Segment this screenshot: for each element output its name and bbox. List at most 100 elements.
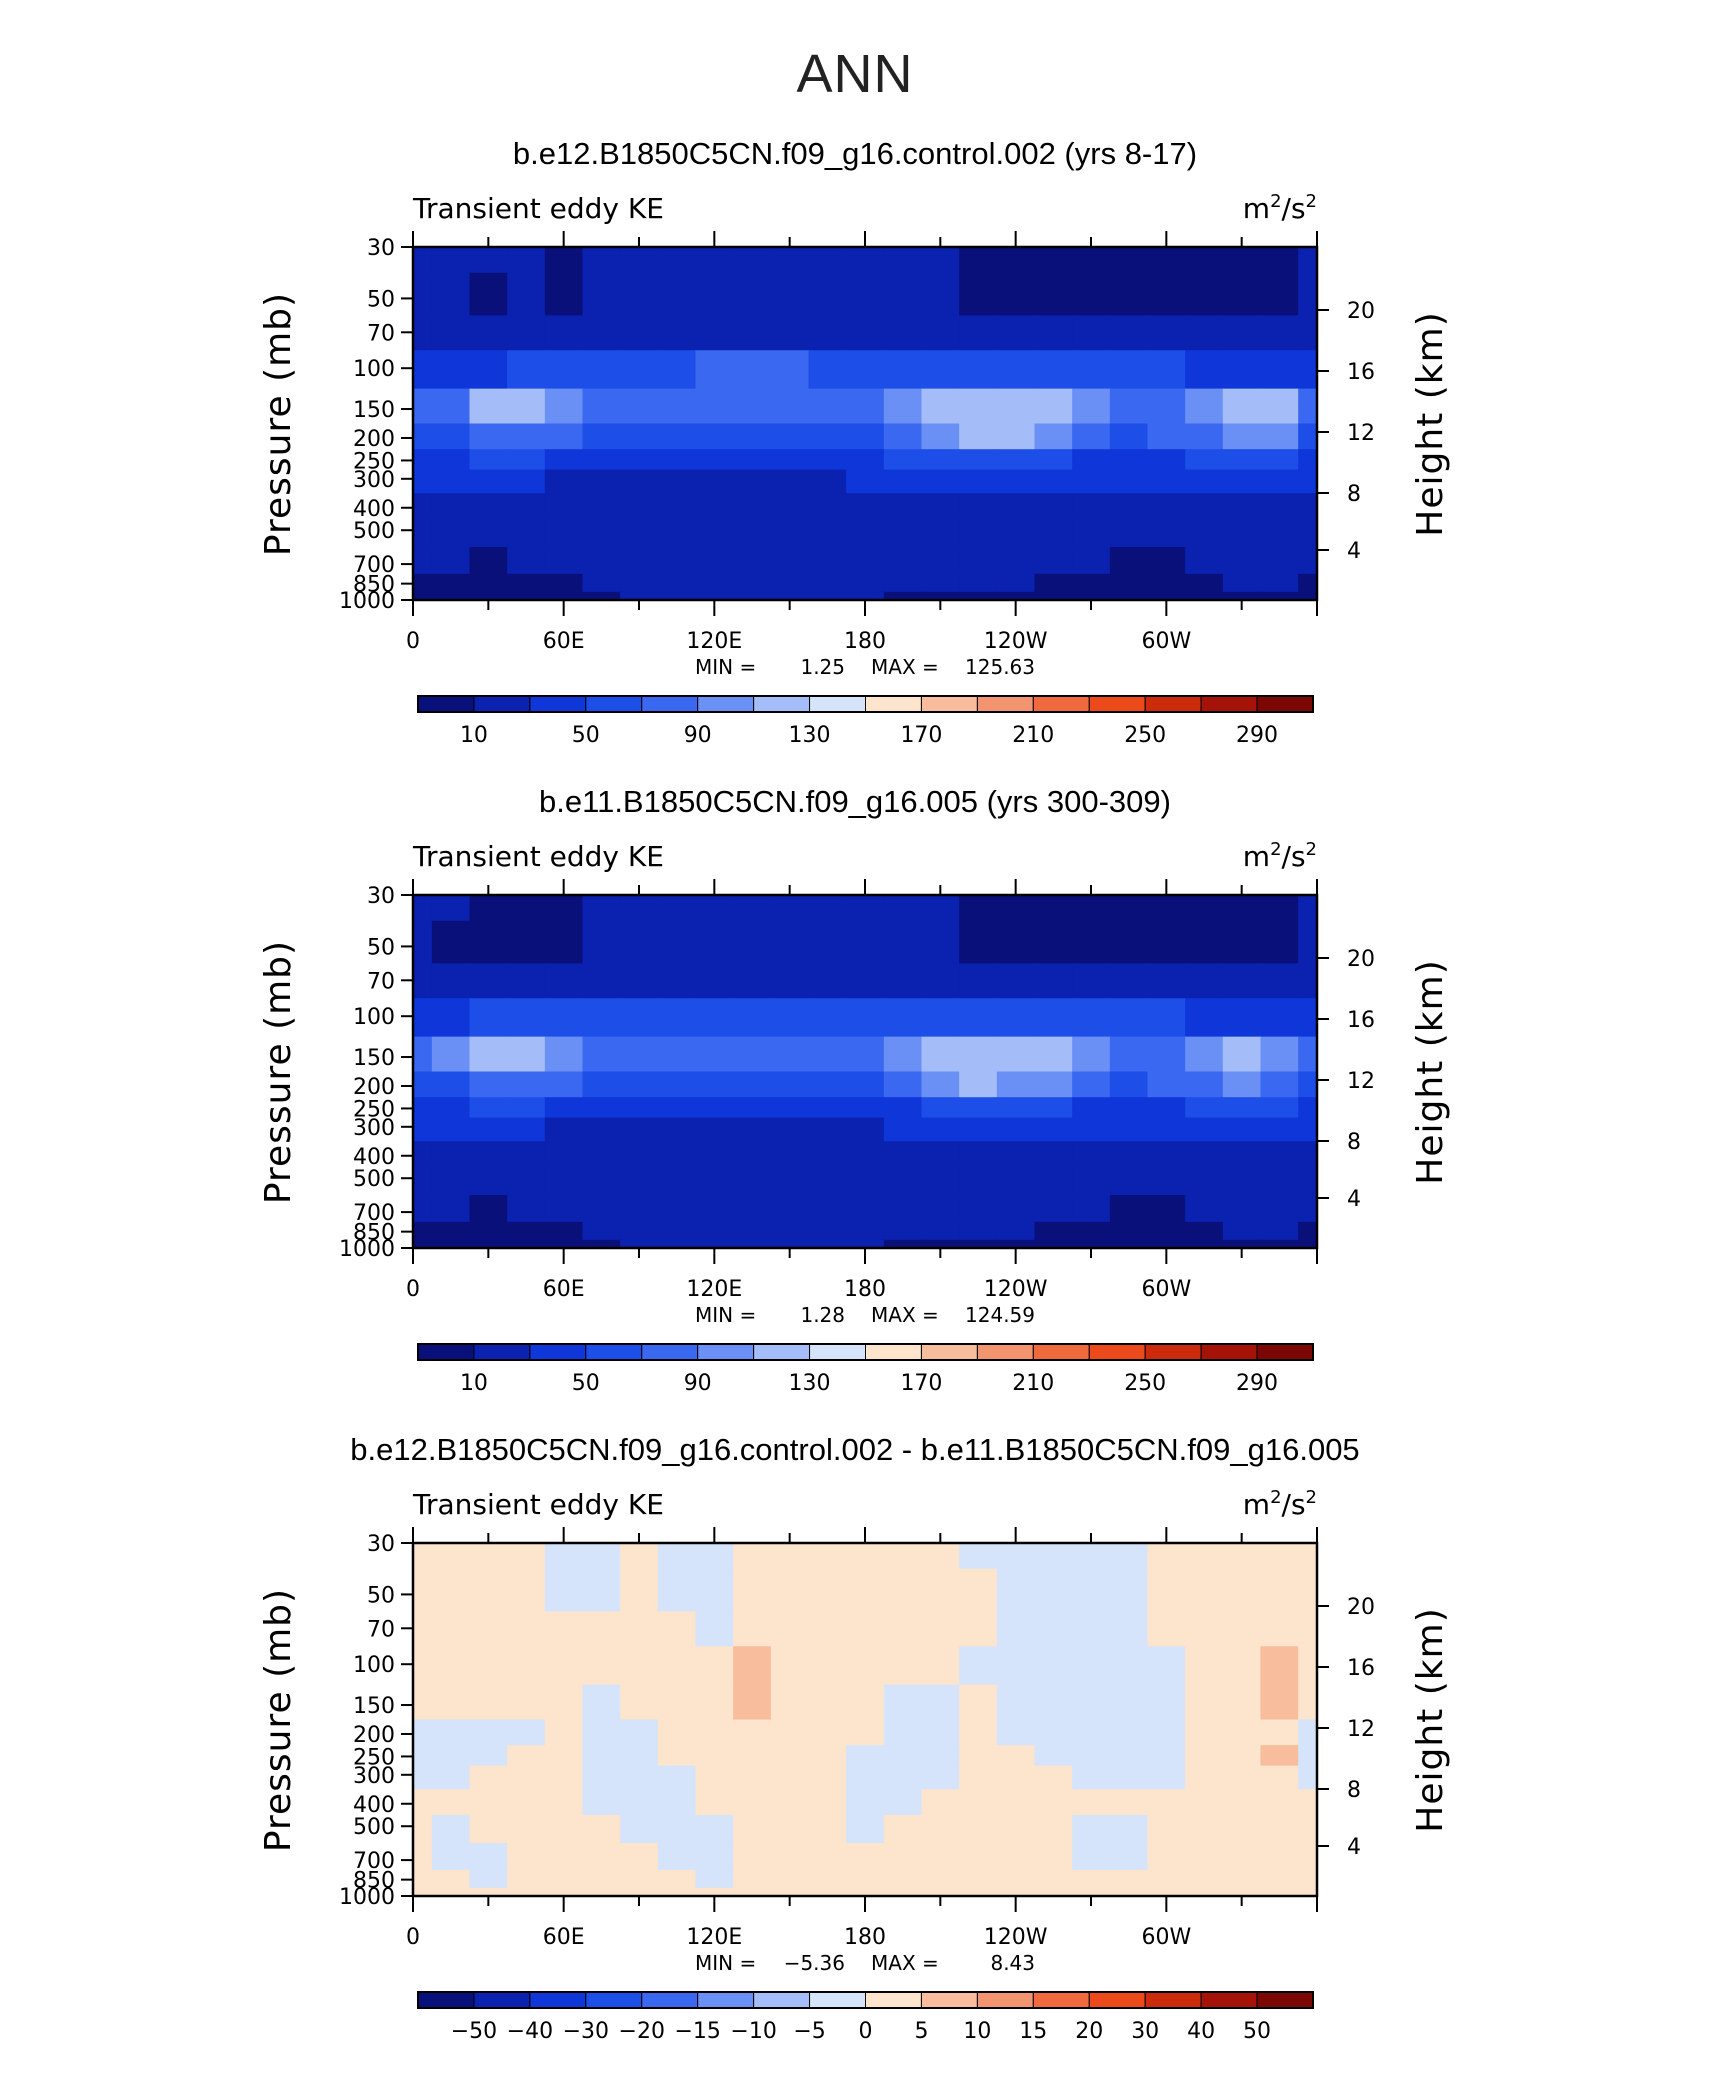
heatmap-cell	[1109, 449, 1149, 471]
heatmap-cell	[1260, 920, 1299, 964]
heatmap-cell	[1109, 1789, 1149, 1816]
x-tick-label: 60W	[1141, 629, 1191, 654]
heatmap-cell	[507, 1195, 546, 1223]
heatmap-cell	[1298, 518, 1317, 548]
panel-1: b.e12.B1850C5CN.f09_g16.control.002 (yrs…	[258, 136, 1451, 748]
heatmap-cell	[1185, 573, 1224, 593]
heatmap-cell	[1185, 1543, 1224, 1570]
heatmap-cell	[413, 449, 433, 471]
heatmap-cell	[544, 1543, 584, 1570]
heatmap-cell	[620, 272, 659, 316]
heatmap-cell	[733, 1097, 772, 1119]
heatmap-cell	[996, 1611, 1036, 1647]
heatmap-cell	[620, 1195, 659, 1223]
heatmap-cell	[1147, 1195, 1186, 1223]
y-tick-label: 150	[353, 1694, 395, 1719]
heatmap-cell	[883, 1646, 923, 1686]
heatmap-cell	[1298, 350, 1317, 390]
heatmap-cell	[883, 1814, 923, 1844]
heatmap-cell	[507, 1097, 546, 1119]
colorbar-box	[1144, 1991, 1202, 2009]
y-tick-label: 700	[353, 553, 395, 578]
x-tick-label: 180	[844, 1925, 886, 1950]
heatmap-cell	[1147, 1611, 1186, 1647]
heatmap-cell	[1072, 1745, 1111, 1767]
colorbar-box	[1088, 1343, 1146, 1361]
heatmap-cell	[1222, 1141, 1262, 1168]
heatmap-cell	[1260, 350, 1299, 390]
heatmap-cell	[1147, 388, 1186, 425]
y-right-tick-label: 8	[1347, 1130, 1361, 1155]
heatmap-cell	[620, 388, 659, 425]
heatmap-cell	[921, 315, 960, 351]
heatmap-cell	[808, 1117, 847, 1142]
heatmap-cell	[1222, 1789, 1262, 1816]
heatmap-cell	[1109, 547, 1149, 575]
heatmap-cell	[1147, 1869, 1186, 1889]
heatmap-cell	[582, 1869, 621, 1889]
heatmap-cell	[469, 591, 508, 600]
heatmap-cell	[1147, 1117, 1186, 1142]
heatmap-cell	[733, 1869, 772, 1889]
heatmap-cell	[1147, 1887, 1186, 1896]
heatmap-cell	[921, 1745, 960, 1767]
heatmap-cell	[959, 1141, 998, 1168]
heatmap-cell	[808, 1843, 847, 1871]
heatmap-cell	[1109, 518, 1149, 548]
heatmap-cell	[1147, 315, 1186, 351]
heatmap-cell	[507, 573, 546, 593]
heatmap-cell	[544, 1195, 584, 1223]
heatmap-cell	[1185, 493, 1224, 520]
colorbar-box	[920, 1343, 978, 1361]
heatmap-cell	[582, 247, 621, 274]
heatmap-cell	[846, 920, 885, 964]
colorbar-box	[417, 1991, 475, 2009]
heatmap-cell	[507, 1843, 546, 1871]
heatmap-cell	[770, 1765, 810, 1790]
panel-title: b.e11.B1850C5CN.f09_g16.005 (yrs 300-309…	[539, 784, 1171, 819]
colorbar-box	[865, 1991, 922, 2009]
heatmap-cell	[1298, 1071, 1317, 1098]
heatmap-cell	[1072, 920, 1111, 964]
heatmap-cell	[1072, 1071, 1111, 1098]
heatmap-cell	[921, 1611, 960, 1647]
colorbar-box	[585, 1343, 643, 1361]
heatmap-cell	[883, 272, 923, 316]
heatmap-cell	[921, 1166, 960, 1196]
heatmap-cell	[1034, 518, 1073, 548]
heatmap-cell	[770, 591, 810, 600]
heatmap-cell	[996, 1568, 1036, 1612]
heatmap-cell	[733, 1239, 772, 1248]
heatmap-cell	[657, 315, 697, 351]
heatmap-cell	[695, 591, 734, 600]
heatmap-cell	[883, 1036, 923, 1073]
heatmap-cell	[657, 1765, 697, 1790]
heatmap-cell	[1222, 1765, 1262, 1790]
y-tick-label: 50	[367, 1583, 395, 1608]
y-tick-label: 200	[353, 1075, 395, 1100]
colorbar-box	[697, 1991, 755, 2009]
heatmap-cell	[1034, 573, 1073, 593]
heatmap-cell	[959, 1719, 998, 1746]
heatmap-cell	[770, 1543, 810, 1570]
y-tick-label: 70	[367, 1617, 395, 1642]
heatmap-cell	[544, 1097, 584, 1119]
heatmap-cell	[544, 1869, 584, 1889]
heatmap-cell	[846, 1789, 885, 1816]
heatmap-cell	[846, 998, 885, 1038]
heatmap-cell	[1260, 1195, 1299, 1223]
heatmap-cell	[582, 1141, 621, 1168]
heatmap-cell	[733, 1611, 772, 1647]
heatmap-cell	[1109, 998, 1149, 1038]
heatmap-cell	[1185, 1568, 1224, 1612]
heatmap-cell	[996, 388, 1036, 425]
heatmap-cell	[582, 1646, 621, 1686]
heatmap-cell	[883, 1765, 923, 1790]
heatmap-cell	[413, 1684, 433, 1721]
heatmap-cell	[469, 1684, 508, 1721]
heatmap-cell	[733, 247, 772, 274]
heatmap-cell	[695, 350, 734, 390]
heatmap-cell	[996, 1869, 1036, 1889]
colorbar-box	[473, 1343, 531, 1361]
heatmap-cell	[620, 449, 659, 471]
